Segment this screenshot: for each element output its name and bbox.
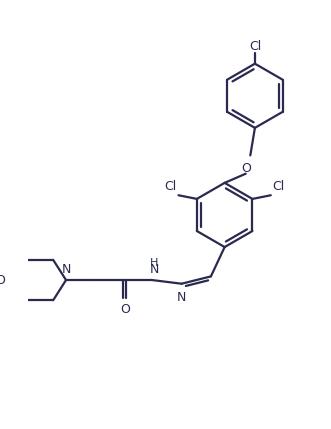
Text: Cl: Cl	[249, 39, 261, 53]
Text: O: O	[120, 303, 130, 316]
Text: Cl: Cl	[273, 181, 285, 193]
Text: N: N	[61, 263, 71, 276]
Text: Cl: Cl	[165, 181, 177, 193]
Text: O: O	[241, 162, 251, 175]
Text: N: N	[149, 263, 159, 276]
Text: H: H	[150, 258, 158, 268]
Text: O: O	[0, 274, 6, 287]
Text: N: N	[177, 291, 186, 304]
